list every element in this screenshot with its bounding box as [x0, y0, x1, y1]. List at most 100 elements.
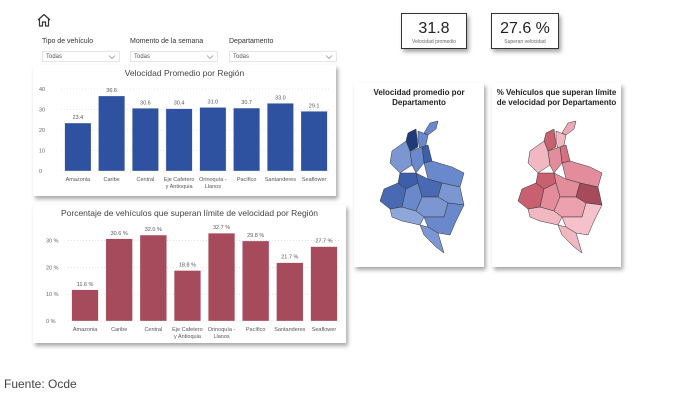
bar[interactable]	[165, 108, 193, 172]
data-label: 32.7 %	[213, 225, 230, 231]
bar[interactable]	[64, 122, 92, 172]
map-region	[517, 182, 545, 210]
bar-chart-over-limit: 0 % 10 % 20 % 30 % 11.6 % Amazonia 30.6 % Carib…	[46, 225, 341, 340]
y-tick-label: 0 %	[46, 319, 56, 325]
map-region	[543, 128, 557, 152]
x-tick-label: Central	[144, 327, 162, 333]
kpi-label: Superan velocidad	[504, 39, 546, 45]
data-label: 27.7 %	[315, 239, 332, 245]
map-region	[547, 146, 563, 174]
x-tick-label: Orinoquía -	[208, 327, 236, 333]
bar[interactable]	[199, 107, 227, 172]
map-region	[423, 120, 439, 136]
data-label: 21.7 %	[281, 255, 298, 261]
bar[interactable]	[71, 289, 99, 322]
x-tick-label: Llanos	[205, 184, 221, 190]
x-tick-label: Caribe	[104, 177, 120, 183]
y-tick-label: 0	[39, 169, 42, 175]
kpi-label: Velocidad promedio	[412, 39, 456, 45]
chevron-down-icon	[206, 54, 214, 59]
week-moment-value: Todas	[134, 53, 151, 60]
map-region	[405, 128, 419, 152]
map-region	[557, 224, 583, 254]
x-tick-label: Santanderes	[274, 327, 305, 333]
data-label: 30.4	[174, 101, 185, 107]
data-label: 31.0	[208, 99, 219, 105]
map-region	[415, 196, 449, 218]
data-label: 33.0	[275, 95, 286, 101]
map-region	[527, 206, 563, 226]
map-region	[389, 206, 425, 226]
data-label: 11.6 %	[77, 282, 94, 288]
x-tick-label: Pacífico	[246, 327, 266, 333]
data-label: 18.8 %	[179, 263, 196, 269]
y-tick-label: 20	[39, 128, 45, 134]
vehicle-type-dropdown[interactable]: Todas	[42, 51, 120, 62]
data-label: 29.8 %	[247, 233, 264, 239]
x-tick-label: Central	[137, 177, 155, 183]
x-tick-label: Santanderes	[265, 177, 296, 183]
y-tick-label: 20 %	[46, 265, 59, 271]
filter-label-vehicle-type: Tipo de vehículo	[42, 38, 94, 45]
y-tick-label: 10 %	[46, 292, 59, 298]
bar[interactable]	[267, 103, 294, 172]
map-panel-speed-by-department: Velocidad promedio por Departamento	[354, 83, 484, 267]
x-tick-label: y Antioquia	[166, 184, 194, 190]
department-dropdown[interactable]: Todas	[229, 51, 337, 62]
chevron-down-icon	[325, 54, 333, 59]
filter-label-department: Departamento	[229, 38, 274, 45]
x-tick-label: Eje Cafetero	[172, 327, 203, 333]
map-region	[561, 120, 577, 136]
kpi-value: 27.6 %	[500, 20, 550, 37]
x-tick-label: Seaflower	[302, 177, 327, 183]
bar[interactable]	[242, 240, 270, 322]
y-tick-label: 40	[39, 87, 45, 93]
bar[interactable]	[105, 238, 133, 322]
data-label: 30.6	[140, 100, 151, 106]
map-colombia-over-limit[interactable]	[510, 117, 610, 257]
kpi-card-over-limit: 27.6 % Superan velocidad	[491, 13, 559, 49]
x-tick-label: Caribe	[111, 327, 127, 333]
map-region	[379, 182, 407, 210]
source-caption: Fuente: Ocde	[4, 377, 77, 391]
data-label: 30.7	[241, 100, 252, 106]
bar[interactable]	[98, 95, 125, 172]
x-tick-label: Orinoquía -	[199, 177, 227, 183]
data-label: 30.6 %	[111, 231, 128, 237]
data-label: 23.4	[73, 115, 84, 121]
chart-title: Velocidad Promedio por Región	[124, 68, 245, 78]
bar[interactable]	[276, 262, 304, 322]
chart-panel-over-limit-by-region: Porcentaje de vehículos que superan lími…	[33, 205, 346, 343]
x-tick-label: Seaflower	[312, 327, 337, 333]
map-colombia-speed[interactable]	[372, 117, 472, 257]
x-tick-label: Eje Cafetero	[164, 177, 195, 183]
department-value: Todas	[233, 53, 250, 60]
map-title: % Vehículos que superan límite de veloci…	[496, 88, 617, 107]
chart-title: Porcentaje de vehículos que superan lími…	[60, 208, 319, 218]
map-region	[419, 224, 445, 254]
map-panel-over-limit-by-department: % Vehículos que superan límite de veloci…	[492, 83, 621, 267]
chevron-down-icon	[108, 54, 116, 59]
x-tick-label: Amazonia	[73, 327, 98, 333]
kpi-value: 31.8	[418, 20, 450, 37]
chart-panel-speed-by-region: Velocidad Promedio por Región 0 10 20 30 40 2…	[33, 65, 336, 196]
bar[interactable]	[132, 108, 159, 172]
bar[interactable]	[139, 234, 167, 322]
bar[interactable]	[208, 233, 236, 322]
data-label: 29.1	[309, 103, 320, 109]
vehicle-type-value: Todas	[46, 53, 63, 60]
x-tick-label: y Antioquia	[174, 334, 202, 340]
bar[interactable]	[173, 270, 201, 322]
map-region	[409, 146, 425, 174]
bar-chart-speed: 0 10 20 30 40 23.4 Amazonia 36.6 Caribe 30.6 Centr…	[39, 87, 331, 190]
bar[interactable]	[233, 107, 260, 172]
y-tick-label: 10	[39, 149, 45, 155]
home-icon[interactable]	[36, 12, 52, 28]
y-tick-label: 30	[39, 108, 45, 114]
week-moment-dropdown[interactable]: Todas	[130, 51, 218, 62]
data-label: 36.6	[106, 88, 117, 94]
map-title: Velocidad promedio por Departamento	[373, 88, 465, 107]
bar[interactable]	[310, 246, 338, 322]
bar[interactable]	[300, 111, 328, 172]
map-region	[553, 196, 587, 218]
